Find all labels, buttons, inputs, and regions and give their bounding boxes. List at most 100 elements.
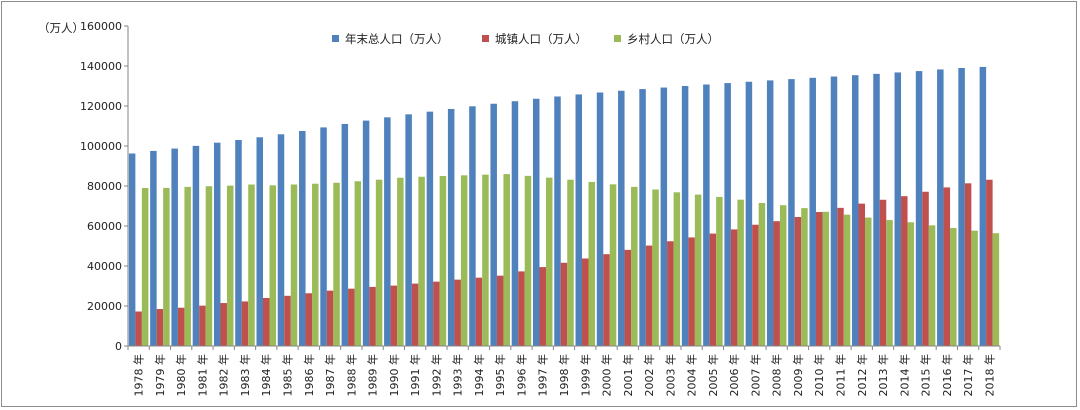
bar [858, 203, 866, 346]
bar [518, 271, 525, 346]
bar [660, 87, 668, 347]
bar [503, 174, 510, 346]
legend-swatch [332, 35, 339, 42]
x-tick-label: 1988 年 [344, 354, 358, 397]
bar [205, 186, 213, 346]
legend-label: 城镇人口（万人） [495, 32, 587, 46]
y-tick-label: 40000 [87, 260, 122, 273]
bar [766, 80, 774, 347]
legend-label: 年末总人口（万人） [345, 32, 449, 46]
bar [128, 153, 136, 346]
x-tick-label: 1983 年 [238, 354, 252, 397]
legend-item: 年末总人口（万人） [332, 32, 449, 46]
y-axis-unit-label: （万人） [38, 21, 84, 35]
bar [950, 228, 957, 346]
bar [135, 311, 142, 346]
bar [907, 222, 915, 346]
bar [411, 283, 419, 346]
bar [341, 123, 349, 346]
x-tick-label: 2000 年 [600, 354, 614, 397]
bar [269, 185, 276, 346]
x-tick-label: 2014 年 [897, 354, 911, 397]
x-tick-label: 1993 年 [451, 354, 465, 397]
legend-swatch [482, 35, 489, 42]
x-tick-label: 2007 年 [748, 354, 762, 397]
x-tick-label: 1979 年 [153, 354, 167, 397]
bar [645, 245, 653, 346]
bar [667, 241, 674, 346]
bar [433, 281, 440, 346]
bar [673, 192, 681, 346]
bar [469, 106, 476, 346]
bar [554, 96, 561, 346]
x-tick-label: 2002 年 [642, 354, 656, 397]
bar [943, 187, 951, 346]
bar [156, 309, 164, 346]
bar [724, 83, 731, 346]
bar [873, 73, 880, 347]
bar [815, 212, 823, 346]
bar [545, 177, 553, 346]
bar [375, 179, 383, 346]
bar [384, 117, 391, 346]
bar [511, 101, 519, 346]
bar [333, 182, 340, 346]
bar [716, 196, 723, 346]
bar [397, 177, 404, 346]
bar [843, 214, 851, 346]
bar [171, 148, 178, 346]
bar [609, 184, 617, 346]
series-2 [135, 179, 993, 346]
bar [745, 81, 753, 347]
bar [801, 208, 808, 346]
axes [124, 25, 1001, 350]
bar [639, 89, 646, 346]
x-tick-label: 1996 年 [514, 354, 528, 397]
bar [418, 176, 425, 346]
bar [496, 275, 504, 346]
bar [928, 225, 936, 346]
bar [177, 307, 185, 346]
bar [709, 233, 717, 346]
bar [241, 301, 249, 346]
bar [226, 185, 234, 346]
y-tick-label: 100000 [80, 140, 122, 153]
bar [262, 297, 270, 346]
x-tick-label: 2013 年 [876, 354, 890, 397]
bar [979, 66, 987, 347]
bar [277, 134, 285, 346]
bar [567, 179, 574, 346]
bar [809, 77, 816, 346]
bar [560, 262, 568, 346]
bars [128, 66, 1000, 347]
bar [163, 187, 170, 346]
x-tick-label: 1978 年 [132, 354, 146, 397]
legend-swatch [614, 35, 621, 42]
bar [199, 305, 206, 346]
x-tick-label: 2017 年 [961, 354, 975, 397]
bar [779, 205, 787, 346]
x-tick-label: 2006 年 [727, 354, 741, 397]
bar [922, 191, 929, 346]
bar [737, 199, 744, 346]
y-tick-label: 160000 [80, 20, 122, 33]
bar [631, 186, 638, 346]
bar [213, 142, 221, 346]
bar [865, 217, 872, 346]
bar [284, 295, 291, 346]
bar [915, 71, 923, 346]
bar [299, 130, 306, 346]
bar [256, 137, 263, 346]
x-tick-label: 2005 年 [706, 354, 720, 397]
x-tick-label: 1981 年 [195, 354, 209, 397]
bar [822, 211, 829, 346]
bar [290, 184, 298, 346]
x-tick-label: 1990 年 [387, 354, 401, 397]
bar [986, 179, 993, 346]
bar [788, 79, 795, 346]
x-tick-label: 1997 年 [536, 354, 550, 397]
bar [490, 103, 497, 346]
bar [248, 184, 255, 346]
